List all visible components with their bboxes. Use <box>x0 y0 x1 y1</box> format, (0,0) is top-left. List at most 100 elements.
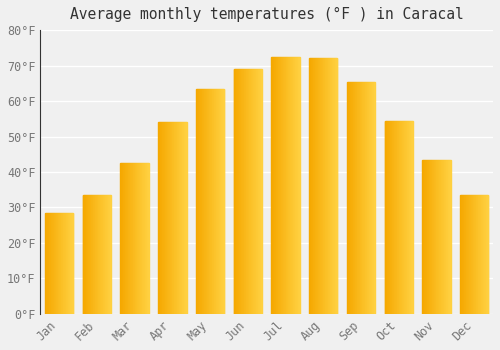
Bar <box>161 122 162 314</box>
Bar <box>352 82 353 314</box>
Bar <box>466 195 467 314</box>
Bar <box>384 120 386 314</box>
Bar <box>368 82 369 314</box>
Bar <box>485 195 486 314</box>
Bar <box>60 213 62 314</box>
Bar <box>447 160 448 314</box>
Bar <box>64 213 65 314</box>
Bar <box>366 82 368 314</box>
Bar <box>255 69 256 314</box>
Bar <box>141 163 142 314</box>
Bar <box>332 58 333 314</box>
Bar <box>291 57 292 314</box>
Bar <box>435 160 436 314</box>
Bar <box>404 120 405 314</box>
Bar <box>318 58 319 314</box>
Bar <box>292 57 294 314</box>
Bar <box>410 120 411 314</box>
Bar <box>448 160 449 314</box>
Bar <box>140 163 141 314</box>
Bar <box>290 57 291 314</box>
Bar <box>242 69 243 314</box>
Bar <box>145 163 146 314</box>
Bar <box>482 195 484 314</box>
Bar <box>250 69 252 314</box>
Bar <box>48 213 50 314</box>
Bar <box>372 82 373 314</box>
Bar <box>294 57 296 314</box>
Bar <box>438 160 440 314</box>
Bar <box>215 89 216 314</box>
Bar <box>464 195 465 314</box>
Bar <box>171 122 172 314</box>
Bar <box>54 213 55 314</box>
Bar <box>357 82 358 314</box>
Bar <box>465 195 466 314</box>
Bar <box>246 69 247 314</box>
Bar <box>288 57 289 314</box>
Bar <box>312 58 314 314</box>
Bar <box>213 89 214 314</box>
Bar <box>65 213 66 314</box>
Bar <box>148 163 149 314</box>
Bar <box>460 195 462 314</box>
Bar <box>66 213 67 314</box>
Bar <box>275 57 276 314</box>
Bar <box>463 195 464 314</box>
Bar <box>423 160 424 314</box>
Bar <box>57 213 58 314</box>
Bar <box>403 120 404 314</box>
Bar <box>356 82 357 314</box>
Bar <box>234 69 235 314</box>
Bar <box>430 160 431 314</box>
Bar <box>364 82 365 314</box>
Bar <box>362 82 363 314</box>
Bar <box>273 57 274 314</box>
Bar <box>166 122 168 314</box>
Bar <box>88 195 89 314</box>
Bar <box>160 122 161 314</box>
Bar <box>223 89 224 314</box>
Bar <box>247 69 248 314</box>
Bar <box>235 69 236 314</box>
Bar <box>277 57 278 314</box>
Bar <box>405 120 406 314</box>
Bar <box>315 58 316 314</box>
Bar <box>431 160 432 314</box>
Bar <box>322 58 324 314</box>
Bar <box>424 160 425 314</box>
Bar <box>47 213 48 314</box>
Bar <box>329 58 330 314</box>
Bar <box>330 58 331 314</box>
Bar <box>168 122 169 314</box>
Bar <box>331 58 332 314</box>
Bar <box>238 69 240 314</box>
Bar <box>298 57 299 314</box>
Bar <box>326 58 327 314</box>
Bar <box>178 122 180 314</box>
Bar <box>183 122 184 314</box>
Bar <box>333 58 334 314</box>
Bar <box>328 58 329 314</box>
Bar <box>396 120 398 314</box>
Bar <box>351 82 352 314</box>
Bar <box>314 58 315 314</box>
Bar <box>199 89 200 314</box>
Bar <box>201 89 202 314</box>
Bar <box>96 195 97 314</box>
Bar <box>472 195 473 314</box>
Bar <box>444 160 445 314</box>
Bar <box>106 195 107 314</box>
Bar <box>309 58 310 314</box>
Bar <box>370 82 371 314</box>
Bar <box>311 58 312 314</box>
Bar <box>253 69 254 314</box>
Bar <box>287 57 288 314</box>
Bar <box>85 195 86 314</box>
Bar <box>237 69 238 314</box>
Bar <box>284 57 285 314</box>
Bar <box>428 160 430 314</box>
Bar <box>276 57 277 314</box>
Bar <box>478 195 479 314</box>
Bar <box>354 82 356 314</box>
